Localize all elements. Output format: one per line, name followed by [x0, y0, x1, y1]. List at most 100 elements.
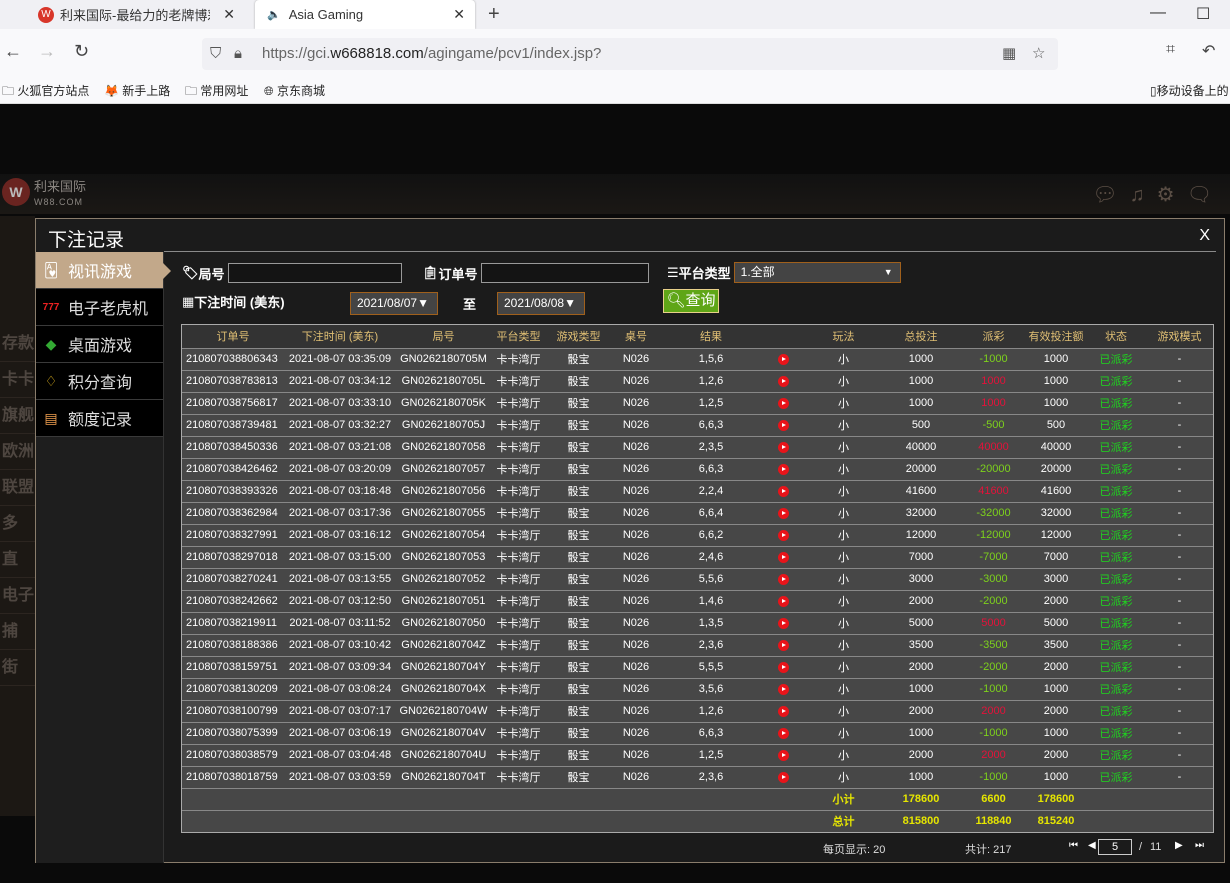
chat-support-icon[interactable]: 💬︎ [1092, 184, 1130, 206]
order-id-cell: 210807038188386 [182, 633, 284, 656]
replay-cell [761, 567, 806, 590]
platform-cell: 卡卡湾厅 [491, 479, 546, 502]
music-icon[interactable]: ♫ [1129, 184, 1157, 206]
table-id-cell: N026 [611, 655, 661, 678]
close-button[interactable]: X [1199, 227, 1210, 244]
payout-cell: 1000 [961, 369, 1026, 392]
calendar-icon: ▦ [182, 293, 195, 309]
play-video-icon[interactable] [778, 749, 789, 761]
replay-cell [761, 501, 806, 524]
sidebar-item-slots[interactable]: 777 电子老虎机 [36, 289, 163, 326]
url-bar[interactable]: ⛉ 🔒︎ https://gci.w668818.com/agingame/pc… [202, 38, 1058, 70]
query-button[interactable]: 🔍︎查询 [663, 289, 719, 313]
sidebar-item-credit-records[interactable]: ▤ 额度记录 [36, 400, 163, 437]
bet-type-cell: 小 [806, 611, 881, 634]
result-cell: 6,6,3 [661, 721, 761, 744]
table-row: 210807038756817 2021-08-07 03:33:10 GN0262… [182, 391, 1213, 414]
platform-select[interactable]: 1.全部 ▼ [733, 262, 901, 283]
cards-icon: 🂱 [43, 261, 59, 278]
table-id-cell: N026 [611, 765, 661, 788]
bookmark-item[interactable]: 🦊 新手上路 [104, 84, 171, 98]
new-tab-button[interactable]: + [488, 3, 500, 25]
status-cell: 已派彩 [1086, 633, 1146, 656]
payout-cell: 1000 [961, 391, 1026, 414]
next-page-icon[interactable]: ▶ [1175, 840, 1183, 851]
status-cell: 已派彩 [1086, 655, 1146, 678]
subtotal-row: 小计 178600 6600 178600 [182, 787, 1213, 810]
play-video-icon[interactable] [778, 485, 789, 497]
bookmark-star-icon[interactable]: ☆ [1032, 45, 1046, 62]
qr-code-icon[interactable]: ▦ [1002, 45, 1017, 62]
play-video-icon[interactable] [778, 507, 789, 519]
game-type-cell: 骰宝 [546, 347, 611, 370]
order-id-cell: 210807038219911 [182, 611, 284, 634]
play-video-icon[interactable] [778, 397, 789, 409]
valid-bet-cell: 3000 [1026, 567, 1086, 590]
tab-asia-gaming[interactable]: 🔈 Asia Gaming ✕ [255, 0, 475, 29]
platform-cell: 卡卡湾厅 [491, 721, 546, 744]
close-tab-icon[interactable]: ✕ [453, 6, 465, 22]
minimize-button[interactable]: — [1150, 4, 1166, 21]
prev-page-icon[interactable]: ◀ [1088, 840, 1096, 851]
play-video-icon[interactable] [778, 353, 789, 365]
date-from-select[interactable]: 2021/08/07▼ [350, 292, 438, 315]
play-video-icon[interactable] [778, 441, 789, 453]
game-type-cell: 骰宝 [546, 655, 611, 678]
valid-bet-cell: 41600 [1026, 479, 1086, 502]
order-input[interactable] [480, 263, 649, 283]
play-video-icon[interactable] [778, 595, 789, 607]
sidebar-item-table-games[interactable]: ◆ 桌面游戏 [36, 326, 163, 363]
replay-cell [761, 655, 806, 678]
play-video-icon[interactable] [778, 573, 789, 585]
play-video-icon[interactable] [778, 727, 789, 739]
sidebar-item-live-games[interactable]: 🂱 视讯游戏 [36, 252, 171, 289]
table-id-cell: N026 [611, 391, 661, 414]
play-video-icon[interactable] [778, 529, 789, 541]
play-video-icon[interactable] [778, 551, 789, 563]
message-icon[interactable]: 🗨︎ [1186, 184, 1224, 206]
close-tab-icon[interactable]: ✕ [223, 6, 235, 22]
page-input[interactable]: 5 [1098, 839, 1132, 855]
bookmark-item[interactable]: 🗀 火狐官方站点 [2, 84, 90, 98]
sidebar-item-points[interactable]: ♢ 积分查询 [36, 363, 163, 400]
valid-bet-cell: 500 [1026, 413, 1086, 436]
maximize-button[interactable]: ☐ [1196, 6, 1211, 23]
game-type-cell: 骰宝 [546, 479, 611, 502]
game-type-cell: 骰宝 [546, 633, 611, 656]
game-mode-cell: - [1146, 743, 1213, 766]
play-video-icon[interactable] [778, 419, 789, 431]
round-filter: 🏷︎ 局号 [182, 263, 402, 283]
bookmark-item[interactable]: 🌐︎ 京东商城 [264, 84, 325, 98]
nav-bar: ← → ↻ ⛉ 🔒︎ https://gci.w668818.com/aging… [0, 29, 1230, 75]
table-id-cell: N026 [611, 457, 661, 480]
valid-bet-cell: 1000 [1026, 369, 1086, 392]
play-video-icon[interactable] [778, 617, 789, 629]
bet-type-cell: 小 [806, 567, 881, 590]
total-bet-cell: 40000 [881, 435, 961, 458]
undo-icon[interactable]: ↶ [1202, 43, 1216, 60]
play-video-icon[interactable] [778, 639, 789, 651]
play-video-icon[interactable] [778, 375, 789, 387]
round-input[interactable] [227, 263, 402, 283]
first-page-icon[interactable]: ⏮ [1069, 840, 1078, 851]
reload-button[interactable]: ↻ [74, 41, 90, 61]
back-button[interactable]: ← [4, 41, 22, 61]
play-video-icon[interactable] [778, 705, 789, 717]
play-video-icon[interactable] [778, 771, 789, 783]
replay-cell [761, 479, 806, 502]
last-page-icon[interactable]: ⏭ [1195, 840, 1204, 851]
date-to-select[interactable]: 2021/08/08▼ [497, 292, 585, 315]
play-video-icon[interactable] [778, 463, 789, 475]
bookmark-item[interactable]: 🗀 常用网址 [185, 84, 249, 98]
play-video-icon[interactable] [778, 661, 789, 673]
forward-button[interactable]: → [38, 41, 56, 61]
game-type-cell: 骰宝 [546, 523, 611, 546]
table-row: 210807038038579 2021-08-07 03:04:48 GN0262… [182, 743, 1213, 766]
mobile-bookmarks[interactable]: ▯移动设备上的 [1150, 84, 1229, 98]
crop-icon[interactable]: ⌗ [1166, 41, 1176, 58]
total-bet-cell: 2000 [881, 699, 961, 722]
shield-icon: ⛉ [210, 45, 222, 62]
play-video-icon[interactable] [778, 683, 789, 695]
gear-icon[interactable]: ⚙ [1156, 184, 1187, 206]
